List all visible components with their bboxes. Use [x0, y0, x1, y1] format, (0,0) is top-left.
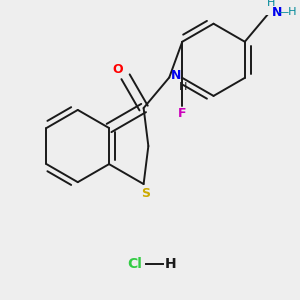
Text: H: H — [267, 0, 275, 8]
Text: N: N — [171, 69, 181, 82]
Text: Cl: Cl — [128, 257, 142, 271]
Text: —H: —H — [277, 7, 297, 17]
Text: S: S — [141, 187, 150, 200]
Text: N: N — [272, 6, 283, 19]
Text: F: F — [178, 107, 187, 121]
Text: O: O — [112, 63, 123, 76]
Text: H: H — [178, 82, 187, 92]
Text: H: H — [165, 257, 177, 271]
